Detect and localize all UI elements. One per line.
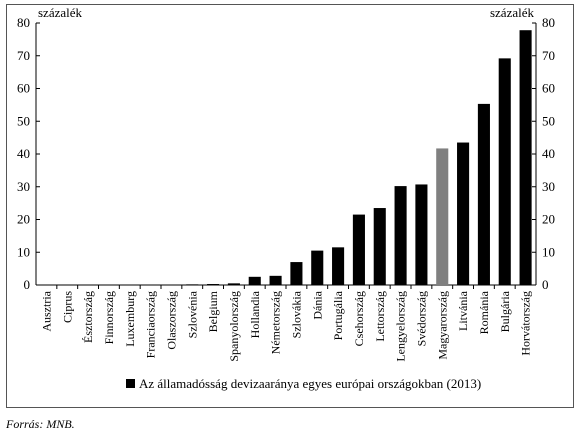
y-tick-label-left: 40 <box>17 146 30 161</box>
y-tick-label-left: 30 <box>17 179 30 194</box>
bar <box>457 142 470 285</box>
y-tick-label-left: 10 <box>17 244 30 259</box>
bar <box>186 284 199 285</box>
x-category-label: Franciaország <box>144 291 158 358</box>
x-category-label: Magyarország <box>435 291 449 360</box>
bar <box>373 208 386 285</box>
y-tick-label-left: 80 <box>17 15 30 30</box>
x-category-label: Olaszország <box>164 291 178 350</box>
x-category-label: Svédország <box>414 291 428 346</box>
bar <box>311 250 324 285</box>
x-category-label: Ciprus <box>60 291 74 323</box>
x-category-label: Észtország <box>81 291 95 343</box>
bar <box>207 284 220 285</box>
bar <box>477 103 490 285</box>
bar <box>352 214 365 285</box>
x-category-label: Dánia <box>310 290 324 319</box>
x-category-label: Litvánia <box>456 290 470 331</box>
x-category-label: Hollandia <box>248 290 262 338</box>
x-category-label: Portugália <box>331 290 345 340</box>
x-category-label: Csehország <box>352 291 366 346</box>
x-category-label: Németország <box>269 291 283 354</box>
y-tick-label-right: 20 <box>542 212 555 227</box>
y-tick-label-left: 20 <box>17 212 30 227</box>
bar <box>436 148 449 285</box>
bar <box>290 262 303 285</box>
x-category-label: Lengyelország <box>394 291 408 362</box>
y-tick-label-right: 0 <box>542 277 549 292</box>
chart-frame <box>6 4 574 408</box>
x-category-label: Bulgária <box>498 290 512 332</box>
bar <box>248 276 261 285</box>
x-category-label: Spanyolország <box>227 291 241 362</box>
bar <box>415 184 428 285</box>
x-category-label: Belgium <box>206 290 220 332</box>
y-tick-label-left: 60 <box>17 81 30 96</box>
y-tick-label-right: 60 <box>542 81 555 96</box>
source-note: Forrás: MNB. <box>6 417 75 431</box>
bar <box>332 247 345 285</box>
y-tick-label-left: 50 <box>17 113 30 128</box>
y-unit-label-left: százalék <box>38 5 83 20</box>
y-tick-label-right: 10 <box>542 244 555 259</box>
y-tick-label-left: 0 <box>24 277 31 292</box>
y-tick-label-right: 80 <box>542 15 555 30</box>
bar-chart: 0 0 10 10 20 20 30 30 40 40 50 50 60 60 70 70 80 80 százal… <box>17 5 555 391</box>
y-tick-label-right: 70 <box>542 48 555 63</box>
x-category-label: Ausztria <box>39 290 53 331</box>
bar <box>498 58 511 286</box>
y-tick-label-right: 40 <box>542 146 555 161</box>
x-category-label: Horvátország <box>519 291 533 356</box>
bar <box>269 275 282 285</box>
x-category-label: Finnország <box>102 291 116 344</box>
legend-label: Az államadósság devizaaránya egyes európ… <box>139 376 481 391</box>
x-category-label: Szlovénia <box>185 290 199 338</box>
x-category-label: Lettország <box>373 291 387 342</box>
y-tick-label-right: 50 <box>542 113 555 128</box>
bar <box>519 30 532 285</box>
x-category-label: Luxemburg <box>123 291 137 347</box>
y-tick-label-left: 70 <box>17 48 30 63</box>
y-unit-label-right: százalék <box>490 5 535 20</box>
x-category-label: Szlovákia <box>289 290 303 338</box>
y-tick-label-right: 30 <box>542 179 555 194</box>
legend-swatch <box>126 379 135 388</box>
bar <box>394 186 407 285</box>
x-category-label: Románia <box>477 290 491 334</box>
bar <box>227 283 240 285</box>
